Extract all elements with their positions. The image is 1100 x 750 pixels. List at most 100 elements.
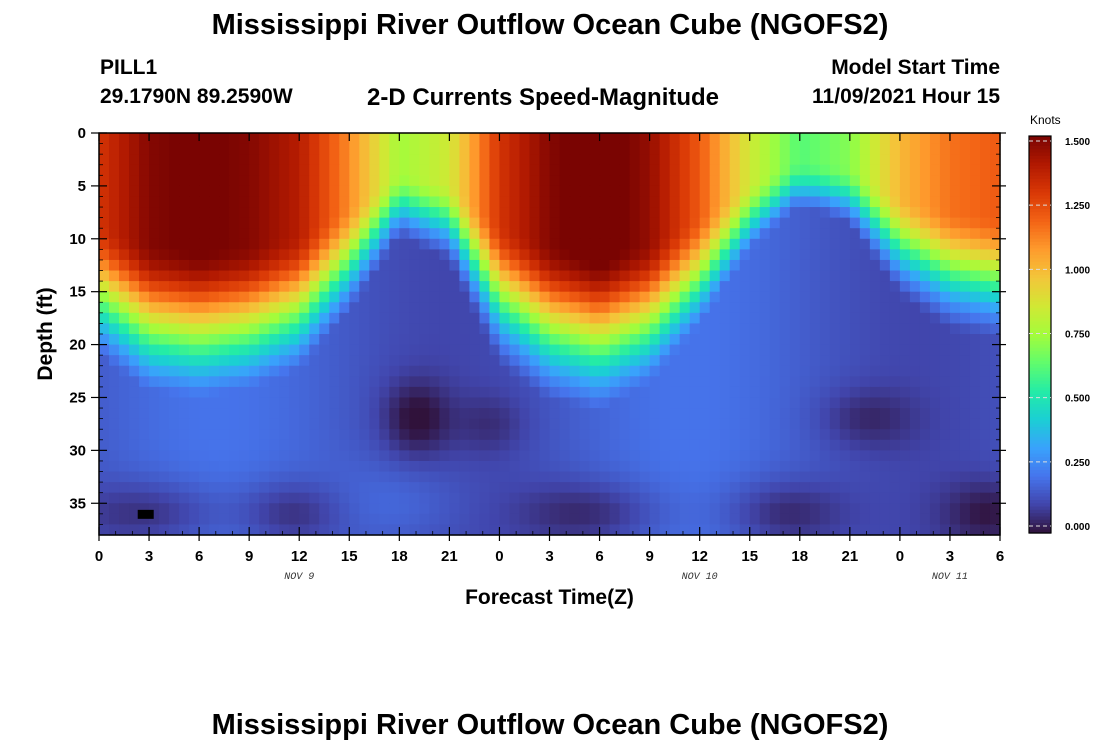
heatmap-cell bbox=[879, 302, 891, 314]
heatmap-cell bbox=[789, 270, 801, 282]
heatmap-cell bbox=[719, 471, 731, 483]
heatmap-cell bbox=[829, 524, 841, 536]
heatmap-cell bbox=[419, 249, 430, 261]
heatmap-cell bbox=[739, 270, 751, 282]
x-tick-label: 3 bbox=[946, 548, 954, 565]
heatmap-cell bbox=[589, 323, 601, 335]
heatmap-cell bbox=[619, 164, 631, 176]
heatmap-cell bbox=[199, 492, 210, 504]
heatmap-cell bbox=[759, 164, 771, 176]
heatmap-cell bbox=[639, 323, 651, 335]
colorbar-segment bbox=[1029, 165, 1051, 170]
heatmap-cell bbox=[769, 217, 781, 229]
heatmap-cell bbox=[509, 228, 521, 240]
heatmap-cell bbox=[219, 397, 230, 409]
heatmap-cell bbox=[329, 397, 340, 409]
heatmap-cell bbox=[349, 376, 360, 388]
heatmap-cell bbox=[929, 365, 941, 377]
heatmap-cell bbox=[109, 482, 120, 494]
heatmap-cell bbox=[739, 228, 751, 240]
heatmap-cell bbox=[339, 450, 350, 462]
heatmap-cell bbox=[399, 429, 410, 441]
heatmap-cell bbox=[619, 524, 631, 536]
heatmap-cell bbox=[139, 291, 150, 303]
heatmap-cell bbox=[669, 207, 681, 219]
heatmap-cell bbox=[259, 365, 270, 377]
heatmap-cell bbox=[679, 482, 691, 494]
heatmap-cell bbox=[169, 133, 180, 145]
heatmap-cell bbox=[549, 185, 561, 198]
heatmap-cell bbox=[269, 281, 280, 293]
heatmap-cell bbox=[919, 175, 931, 187]
heatmap-cell bbox=[959, 418, 971, 430]
heatmap-cell bbox=[399, 154, 410, 166]
heatmap-cell bbox=[219, 312, 230, 325]
heatmap-cell bbox=[799, 259, 811, 272]
heatmap-cell bbox=[479, 365, 491, 377]
heatmap-cell bbox=[529, 460, 541, 473]
heatmap-cell bbox=[959, 238, 971, 250]
heatmap-cell bbox=[719, 344, 731, 356]
heatmap-cell bbox=[479, 207, 491, 219]
heatmap-cell bbox=[599, 133, 611, 145]
heatmap-cell bbox=[859, 270, 871, 282]
heatmap-cell bbox=[689, 133, 701, 145]
heatmap-cell bbox=[839, 492, 851, 504]
heatmap-cell bbox=[229, 217, 240, 229]
heatmap-cell bbox=[579, 513, 591, 526]
heatmap-cell bbox=[919, 196, 931, 208]
heatmap-cell bbox=[659, 281, 671, 293]
heatmap-cell bbox=[219, 291, 230, 303]
heatmap-cell bbox=[399, 365, 410, 377]
heatmap-cell bbox=[149, 439, 160, 451]
heatmap-cell bbox=[979, 355, 991, 367]
heatmap-cell bbox=[609, 513, 621, 526]
heatmap-cell bbox=[889, 355, 901, 367]
heatmap-cell bbox=[739, 164, 751, 176]
heatmap-cell bbox=[799, 238, 811, 250]
heatmap-cell bbox=[939, 228, 951, 240]
heatmap-cell bbox=[939, 429, 951, 441]
heatmap-cell bbox=[729, 344, 741, 356]
heatmap-cell bbox=[219, 228, 230, 240]
heatmap-cell bbox=[949, 259, 961, 272]
heatmap-cell bbox=[469, 175, 481, 187]
heatmap-cell bbox=[579, 365, 591, 377]
heatmap-cell bbox=[229, 154, 240, 166]
heatmap-cell bbox=[539, 259, 551, 272]
heatmap-cell bbox=[689, 513, 701, 526]
heatmap-cell bbox=[409, 439, 420, 451]
heatmap-cell bbox=[569, 397, 581, 409]
heatmap-cell bbox=[689, 524, 701, 536]
heatmap-cell bbox=[179, 471, 190, 483]
colorbar-segment bbox=[1029, 360, 1051, 365]
heatmap-cell bbox=[339, 259, 350, 272]
heatmap-cell bbox=[179, 143, 190, 155]
heatmap-cell bbox=[309, 228, 320, 240]
heatmap-cell bbox=[829, 439, 841, 451]
heatmap-cell bbox=[109, 397, 120, 409]
heatmap-cell bbox=[679, 175, 691, 187]
heatmap-cell bbox=[609, 418, 621, 430]
heatmap-cell bbox=[539, 143, 551, 155]
heatmap-cell bbox=[389, 164, 400, 176]
colorbar-segment bbox=[1029, 215, 1051, 220]
heatmap-cell bbox=[179, 408, 190, 420]
heatmap-cell bbox=[869, 175, 881, 187]
heatmap-cell bbox=[159, 259, 170, 272]
heatmap-cell bbox=[579, 355, 591, 367]
heatmap-cell bbox=[899, 238, 911, 250]
heatmap-cell bbox=[409, 365, 420, 377]
heatmap-cell bbox=[899, 513, 911, 526]
heatmap-cell bbox=[269, 355, 280, 367]
heatmap-cell bbox=[689, 270, 701, 282]
heatmap-cell bbox=[839, 302, 851, 314]
heatmap-cell bbox=[219, 355, 230, 367]
heatmap-cell bbox=[929, 196, 941, 208]
heatmap-cell bbox=[809, 408, 821, 420]
heatmap-cell bbox=[619, 217, 631, 229]
heatmap-cell bbox=[599, 270, 611, 282]
heatmap-cell bbox=[749, 164, 761, 176]
heatmap-cell bbox=[199, 334, 210, 346]
heatmap-cell bbox=[939, 418, 951, 430]
